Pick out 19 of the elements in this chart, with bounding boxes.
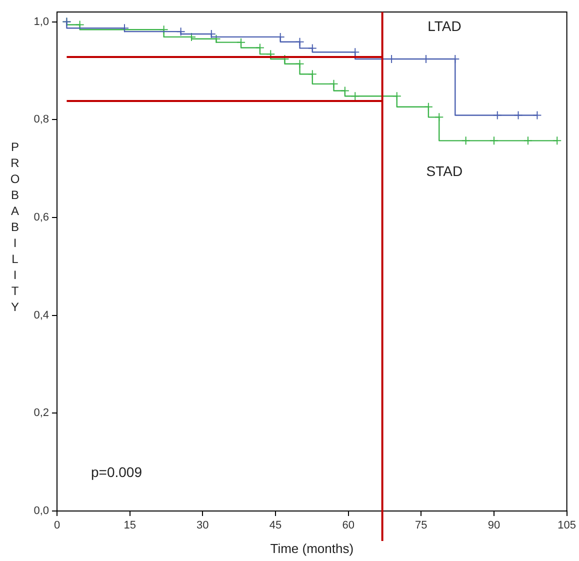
x-tick-label: 75 (415, 520, 428, 532)
y-tick-label: 0,2 (34, 407, 49, 420)
y-tick-label: 0,8 (34, 114, 49, 126)
x-tick-label: 0 (54, 520, 60, 532)
series-label: STAD (426, 163, 463, 180)
x-axis-title: Time (months) (270, 540, 354, 556)
y-tick-label: 1,0 (34, 16, 49, 28)
annotation: p=0.009 (91, 464, 142, 480)
series-label: LTAD (428, 18, 462, 34)
x-tick-label: 15 (124, 520, 136, 532)
x-tick-label: 105 (558, 520, 576, 532)
y-axis-title: PROBABILITY (8, 140, 22, 316)
y-tick-label: 0,6 (34, 212, 49, 224)
x-tick-label: 45 (269, 520, 282, 532)
x-tick-label: 90 (488, 520, 500, 532)
x-tick-label: 30 (196, 520, 209, 532)
y-tick-label: 0,0 (34, 505, 49, 518)
y-tick-label: 0,4 (34, 309, 49, 322)
x-tick-label: 60 (342, 520, 354, 532)
